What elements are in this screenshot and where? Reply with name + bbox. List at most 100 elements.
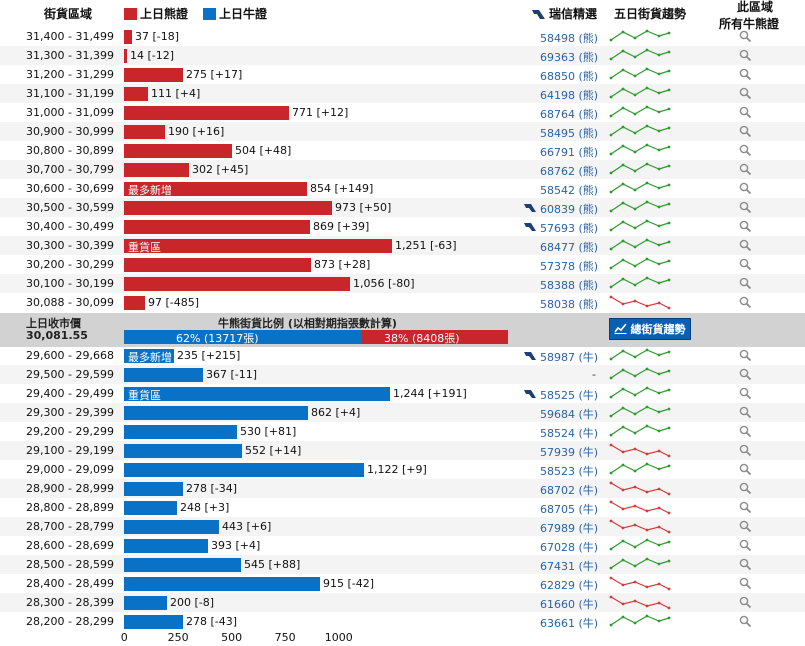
sparkline-point xyxy=(667,202,671,206)
bear-bar[interactable] xyxy=(124,49,127,63)
bar-value-number: 302 xyxy=(192,163,213,176)
search-icon[interactable] xyxy=(739,558,752,571)
ubs-code-link[interactable]: 64198 (熊) xyxy=(540,89,599,102)
search-icon[interactable] xyxy=(739,368,752,381)
bar-value-change: [-11] xyxy=(230,368,258,381)
ubs-code-link[interactable]: 69363 (熊) xyxy=(540,51,599,64)
bull-bar[interactable] xyxy=(124,368,203,382)
range-label: 31,200 - 31,299 xyxy=(26,68,114,81)
bull-bar[interactable] xyxy=(124,615,183,629)
bear-bar[interactable] xyxy=(124,163,189,177)
ubs-code-link[interactable]: 62829 (牛) xyxy=(540,579,599,592)
search-icon[interactable] xyxy=(739,444,752,457)
search-icon[interactable] xyxy=(739,577,752,590)
search-icon[interactable] xyxy=(739,277,752,290)
ubs-code-link[interactable]: 68702 (牛) xyxy=(540,484,599,497)
search-icon[interactable] xyxy=(739,425,752,438)
ubs-code-link[interactable]: 68705 (牛) xyxy=(540,503,599,516)
bear-bar[interactable] xyxy=(124,220,310,234)
ubs-code-link[interactable]: 63661 (牛) xyxy=(540,617,599,630)
total-trend-button[interactable]: 總街貨趨勢 xyxy=(609,318,691,340)
ubs-code-link[interactable]: 57939 (牛) xyxy=(540,446,599,459)
ubs-code-link[interactable]: 58498 (熊) xyxy=(540,32,599,45)
ubs-code-link[interactable]: 58038 (熊) xyxy=(540,298,599,311)
bear-bar[interactable] xyxy=(124,277,350,291)
search-icon[interactable] xyxy=(739,463,752,476)
bull-bar[interactable] xyxy=(124,596,167,610)
bar-value: 443 [+6] xyxy=(222,520,271,533)
ubs-code-link[interactable]: 68477 (熊) xyxy=(540,241,599,254)
ubs-code-link[interactable]: 57378 (熊) xyxy=(540,260,599,273)
ubs-code-link[interactable]: 58524 (牛) xyxy=(540,427,599,440)
bull-bar[interactable] xyxy=(124,444,242,458)
search-icon[interactable] xyxy=(739,539,752,552)
bear-bar[interactable] xyxy=(124,68,183,82)
bull-bar[interactable] xyxy=(124,425,237,439)
search-icon[interactable] xyxy=(739,163,752,176)
search-icon[interactable] xyxy=(739,406,752,419)
ubs-code-link[interactable]: 57693 (熊) xyxy=(540,222,599,235)
ubs-code-link[interactable]: 58523 (牛) xyxy=(540,465,599,478)
search-icon[interactable] xyxy=(739,258,752,271)
bull-bar[interactable] xyxy=(124,387,390,401)
ubs-code-link[interactable]: 58987 (牛) xyxy=(540,351,599,364)
search-icon[interactable] xyxy=(739,49,752,62)
search-icon[interactable] xyxy=(739,520,752,533)
search-icon[interactable] xyxy=(739,387,752,400)
bar-value: 862 [+4] xyxy=(311,406,360,419)
ubs-code-link[interactable]: 60839 (熊) xyxy=(540,203,599,216)
bull-bar[interactable] xyxy=(124,577,320,591)
bear-bar[interactable] xyxy=(124,144,232,158)
search-icon[interactable] xyxy=(739,125,752,138)
search-icon[interactable] xyxy=(739,106,752,119)
ubs-code-link[interactable]: 68850 (熊) xyxy=(540,70,599,83)
ubs-code-link[interactable]: 58525 (牛) xyxy=(540,389,599,402)
five-day-sparkline xyxy=(609,348,671,361)
search-icon[interactable] xyxy=(739,30,752,43)
ubs-code-link[interactable]: 67431 (牛) xyxy=(540,560,599,573)
search-icon[interactable] xyxy=(739,482,752,495)
bull-bar[interactable] xyxy=(124,463,364,477)
bear-bar[interactable] xyxy=(124,239,392,253)
ubs-code-link[interactable]: 59684 (牛) xyxy=(540,408,599,421)
bear-bar[interactable] xyxy=(124,258,311,272)
bull-bar[interactable] xyxy=(124,501,177,515)
ubs-code-link[interactable]: 67028 (牛) xyxy=(540,541,599,554)
bear-bar[interactable] xyxy=(124,182,307,196)
bull-bar[interactable] xyxy=(124,406,308,420)
search-icon[interactable] xyxy=(739,239,752,252)
bull-bar[interactable] xyxy=(124,482,183,496)
search-icon[interactable] xyxy=(739,296,752,309)
bar-value: 278 [-34] xyxy=(186,482,237,495)
bear-row: 30,500 - 30,599 973 [+50] 60839 (熊) xyxy=(0,198,805,217)
bear-bar[interactable] xyxy=(124,87,148,101)
search-icon[interactable] xyxy=(739,87,752,100)
search-icon[interactable] xyxy=(739,501,752,514)
bear-bar[interactable] xyxy=(124,106,289,120)
search-icon[interactable] xyxy=(739,201,752,214)
ubs-code-link[interactable]: 66791 (熊) xyxy=(540,146,599,159)
search-icon[interactable] xyxy=(739,220,752,233)
bull-bar[interactable] xyxy=(124,349,174,363)
ubs-code-link[interactable]: 68762 (熊) xyxy=(540,165,599,178)
search-icon[interactable] xyxy=(739,182,752,195)
ubs-code-link[interactable]: 68764 (熊) xyxy=(540,108,599,121)
search-icon[interactable] xyxy=(739,68,752,81)
ubs-code-link[interactable]: 58495 (熊) xyxy=(540,127,599,140)
bear-bar[interactable] xyxy=(124,201,332,215)
bull-bar[interactable] xyxy=(124,539,208,553)
bull-bar[interactable] xyxy=(124,558,241,572)
ubs-code-link[interactable]: 58388 (熊) xyxy=(540,279,599,292)
bull-bar[interactable] xyxy=(124,520,219,534)
bear-bar[interactable] xyxy=(124,125,165,139)
bear-bar[interactable] xyxy=(124,30,132,44)
search-icon[interactable] xyxy=(739,615,752,628)
search-icon[interactable] xyxy=(739,144,752,157)
bear-bar[interactable] xyxy=(124,296,145,310)
search-icon[interactable] xyxy=(739,596,752,609)
ubs-code-link[interactable]: 61660 (牛) xyxy=(540,598,599,611)
ubs-code-link[interactable]: 67989 (牛) xyxy=(540,522,599,535)
ubs-code-link[interactable]: 58542 (熊) xyxy=(540,184,599,197)
search-icon[interactable] xyxy=(739,349,752,362)
bar-value: 235 [+215] xyxy=(177,349,240,362)
